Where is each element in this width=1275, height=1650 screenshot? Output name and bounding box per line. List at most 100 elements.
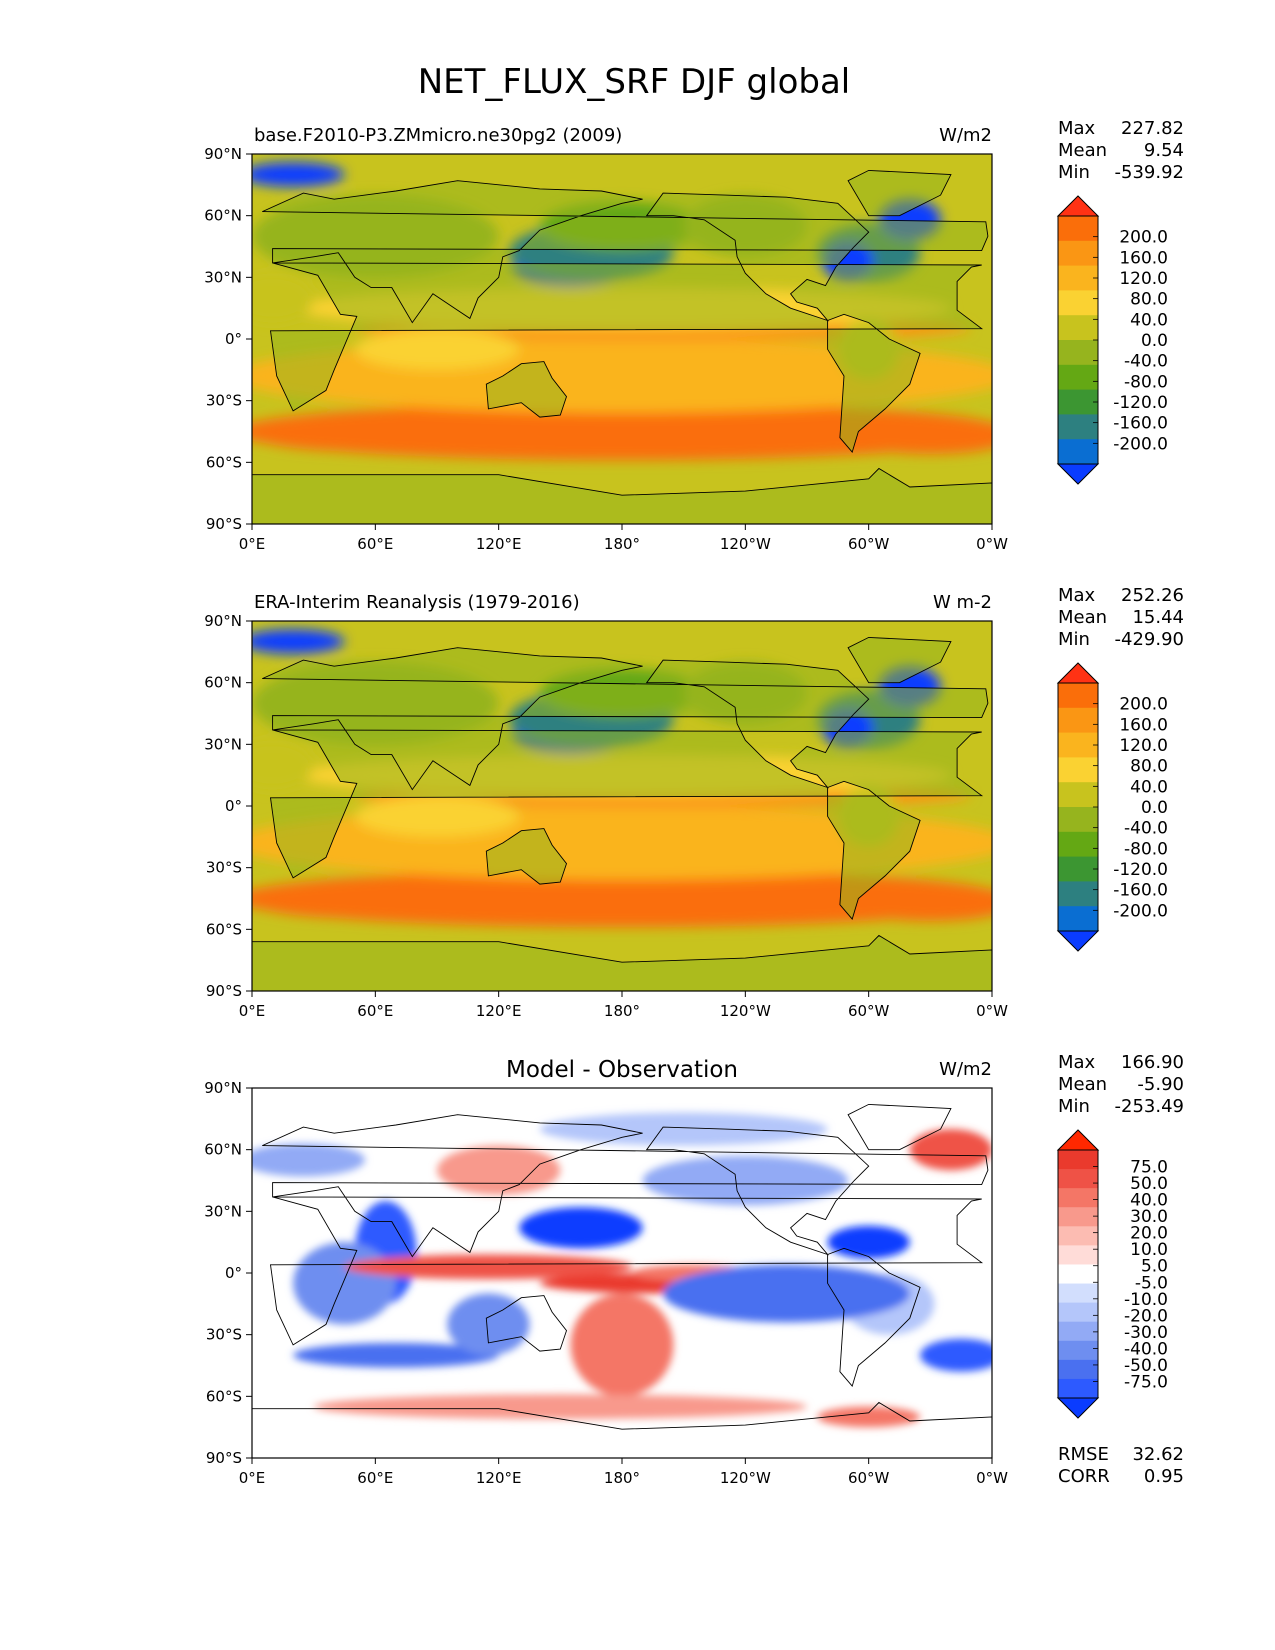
colorbar-label: 160.0 (1119, 715, 1168, 735)
colorbar-segment (1058, 683, 1098, 709)
colorbar-extend-min (1056, 1397, 1100, 1419)
x-tick-label: 60°W (848, 1002, 890, 1020)
figure-title: NET_FLUX_SRF DJF global (418, 62, 851, 102)
panel-title: Model - Observation (506, 1057, 738, 1083)
colorbar-segment (1058, 389, 1098, 415)
colorbar-segment (1058, 757, 1098, 783)
colorbar-segment (1058, 1245, 1098, 1265)
field-blob-13 (817, 1406, 921, 1428)
y-tick-label: 60°S (206, 453, 242, 471)
stat-max-value: 252.26 (1121, 585, 1184, 606)
colorbar-label: 20.0 (1130, 1224, 1168, 1244)
x-tick-label: 60°W (848, 1469, 890, 1487)
y-tick-label: 60°N (204, 674, 242, 692)
colorbar-segment (1058, 265, 1098, 291)
y-tick-label: 90°N (204, 1079, 242, 1097)
field-blob-15 (909, 1129, 992, 1171)
colorbar-label: 0.0 (1141, 798, 1168, 818)
colorbar-frame (1057, 1149, 1099, 1399)
stat-min-value: -539.92 (1115, 162, 1184, 183)
y-tick-label: 30°S (206, 859, 242, 877)
stat-max-label: Max (1058, 585, 1096, 606)
y-tick-label: 60°S (206, 920, 242, 938)
stat-corr-value: 0.95 (1144, 1466, 1184, 1487)
stat-max-value: 166.90 (1121, 1052, 1184, 1073)
panel-observation: 0°E 60°E 120°E 180° 120°W 60°W 0°W 90°N 60°N 30°N… (204, 585, 1184, 1020)
coastlines (252, 1103, 992, 1458)
panel-units: W/m2 (939, 1059, 992, 1080)
colorbar-segment (1058, 856, 1098, 882)
colorbar-segment (1058, 707, 1098, 734)
colorbar-segment (1058, 216, 1098, 242)
field-blob-11 (663, 1264, 910, 1323)
field-blob-18 (252, 273, 314, 323)
colorbar-segment (1058, 881, 1098, 907)
x-tick-label: 120°W (720, 1002, 771, 1020)
colorbar-extend-max (1056, 1129, 1100, 1151)
x-tick-label: 180° (604, 1002, 640, 1020)
field-blob-16 (642, 1155, 849, 1206)
y-tick-label: 30°N (204, 1202, 242, 1220)
x-tick-label: 60°W (848, 535, 890, 553)
x-tick-label: 0°E (239, 1002, 266, 1020)
panel-difference: 0°E 60°E 120°E 180° 120°W 60°W 0°W 90°N 60°N 30°N… (204, 1052, 1184, 1487)
y-tick-label: 30°N (204, 268, 242, 286)
colorbar-label: -50.0 (1124, 1356, 1168, 1376)
x-tick-label: 0°W (976, 535, 1008, 553)
field-blob-3 (848, 421, 992, 455)
stat-min-label: Min (1058, 162, 1090, 183)
colorbar-segment (1058, 414, 1098, 440)
x-tick-label: 0°W (976, 1469, 1008, 1487)
colorbar-extend-max (1056, 195, 1100, 217)
colorbar-segment (1058, 315, 1098, 341)
field-blob-5 (293, 1242, 396, 1325)
colorbar-label: 120.0 (1119, 736, 1168, 756)
x-tick-label: 60°E (357, 1469, 393, 1487)
y-tick-label: 60°N (204, 1141, 242, 1159)
stat-max-label: Max (1058, 1052, 1096, 1073)
x-tick-label: 120°E (476, 1002, 522, 1020)
map-field (252, 154, 992, 524)
colorbar-label: -10.0 (1124, 1290, 1168, 1310)
coastlines (252, 169, 992, 524)
colorbar-label: 200.0 (1119, 228, 1168, 248)
coastlines (252, 636, 992, 991)
colorbar-segment (1058, 1359, 1098, 1380)
field-blob-6 (570, 1293, 674, 1397)
x-tick-label: 0°W (976, 1002, 1008, 1020)
colorbar-extend-max (1056, 662, 1100, 684)
field-blob-14 (447, 1293, 530, 1356)
stat-mean-label: Mean (1058, 607, 1107, 628)
colorbar-label: 120.0 (1119, 269, 1168, 289)
colorbar-extend-min (1056, 463, 1100, 485)
colorbar-segment (1058, 1169, 1098, 1189)
panel-title: base.F2010-P3.ZMmicro.ne30pg2 (2009) (254, 125, 622, 146)
colorbar-segment (1058, 290, 1098, 316)
colorbar-segment (1058, 1150, 1098, 1170)
land-shading (252, 637, 992, 991)
field-blob-14 (252, 162, 345, 187)
y-tick-label: 90°S (206, 515, 242, 533)
colorbar-segment (1058, 1321, 1098, 1342)
colorbar-segment (1058, 1302, 1098, 1323)
land-shading (252, 170, 992, 524)
colorbar-segment (1058, 906, 1098, 932)
panel-units: W/m2 (939, 125, 992, 146)
y-tick-label: 90°S (206, 1449, 242, 1467)
colorbar-label: -120.0 (1113, 393, 1168, 413)
y-tick-label: 0° (225, 1264, 242, 1282)
colorbar-label: 40.0 (1130, 777, 1168, 797)
colorbar-label: 10.0 (1130, 1240, 1168, 1260)
colorbar-label: -120.0 (1113, 860, 1168, 880)
colorbar-segment (1058, 1207, 1098, 1227)
stat-min-label: Min (1058, 1096, 1090, 1117)
y-tick-label: 90°N (204, 612, 242, 630)
colorbar-label: -40.0 (1124, 819, 1168, 839)
x-tick-label: 120°E (476, 535, 522, 553)
colorbar-segment (1058, 1378, 1098, 1399)
colorbar-segment (1058, 1226, 1098, 1246)
colorbar-label: 30.0 (1130, 1207, 1168, 1227)
x-tick-label: 0°E (239, 1469, 266, 1487)
field-blob-8 (354, 328, 520, 370)
